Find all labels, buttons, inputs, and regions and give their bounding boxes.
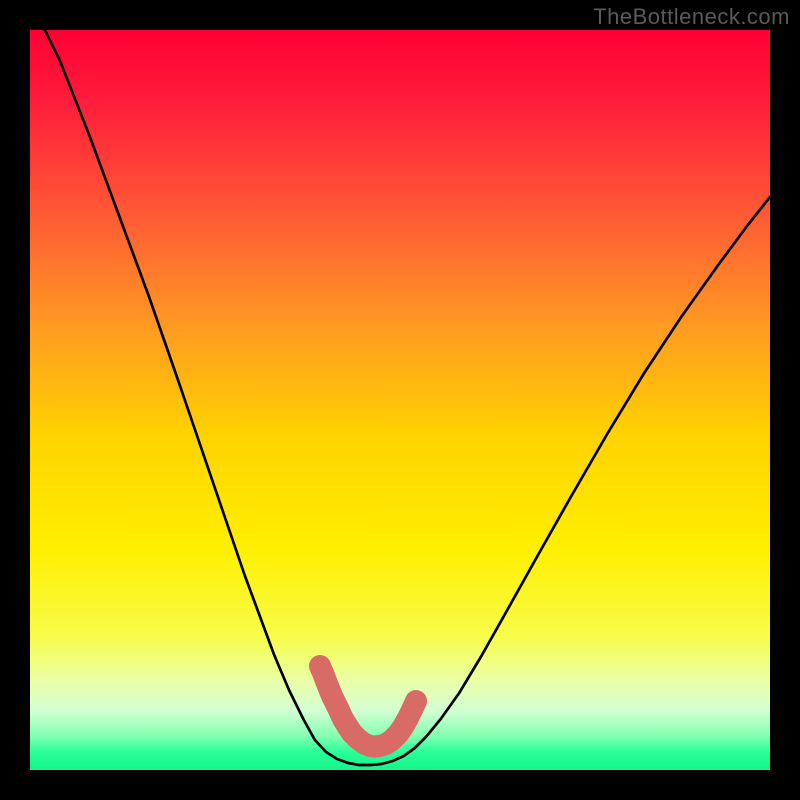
gradient-background [30, 30, 770, 770]
watermark-text: TheBottleneck.com [593, 4, 790, 30]
chart-container: TheBottleneck.com [0, 0, 800, 800]
plot-svg [30, 30, 770, 770]
plot-area [30, 30, 770, 770]
